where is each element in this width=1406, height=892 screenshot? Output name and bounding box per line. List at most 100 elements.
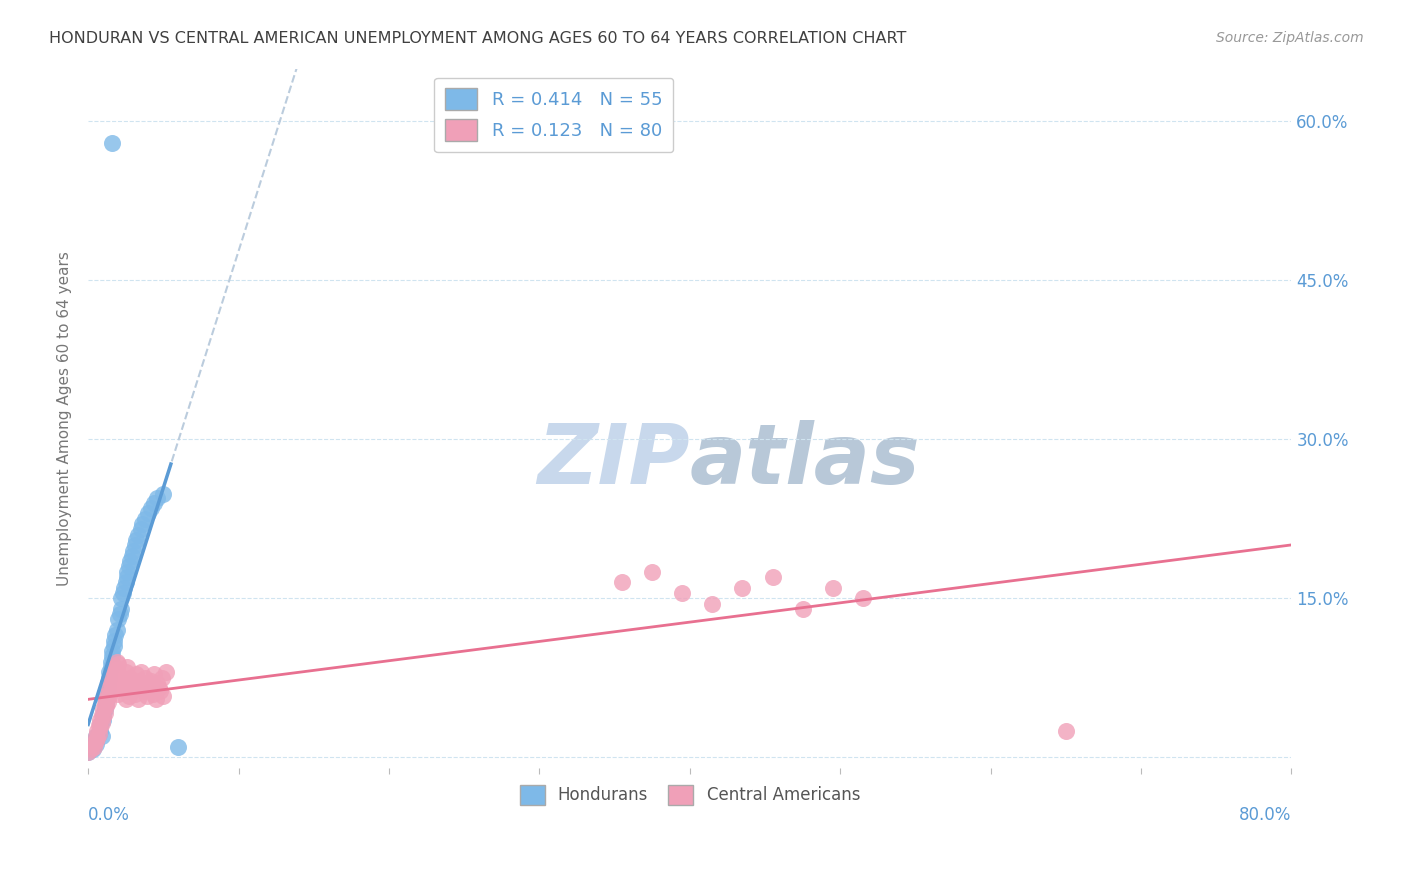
Point	[87, 718, 110, 732]
Point	[792, 602, 814, 616]
Point	[103, 633, 125, 648]
Y-axis label: Unemployment Among Ages 60 to 64 years: Unemployment Among Ages 60 to 64 years	[58, 251, 72, 585]
Point	[111, 586, 134, 600]
Point	[91, 707, 114, 722]
Point	[114, 665, 136, 680]
Point	[118, 689, 141, 703]
Point	[124, 687, 146, 701]
Point	[98, 689, 121, 703]
Point	[167, 739, 190, 754]
Point	[131, 678, 153, 692]
Point	[125, 667, 148, 681]
Point	[91, 702, 114, 716]
Point	[110, 591, 132, 606]
Point	[136, 676, 159, 690]
Point	[84, 729, 107, 743]
Point	[93, 702, 115, 716]
Text: ZIP: ZIP	[537, 419, 690, 500]
Text: Source: ZipAtlas.com: Source: ZipAtlas.com	[1216, 31, 1364, 45]
Point	[146, 491, 169, 505]
Point	[89, 721, 111, 735]
Point	[152, 487, 174, 501]
Point	[141, 673, 163, 688]
Point	[107, 687, 129, 701]
Point	[121, 549, 143, 563]
Point	[104, 628, 127, 642]
Point	[107, 612, 129, 626]
Point	[149, 684, 172, 698]
Point	[114, 691, 136, 706]
Point	[93, 706, 115, 720]
Point	[146, 676, 169, 690]
Point	[131, 516, 153, 531]
Point	[761, 570, 783, 584]
Point	[124, 538, 146, 552]
Point	[610, 575, 633, 590]
Point	[97, 676, 120, 690]
Point	[731, 581, 754, 595]
Point	[125, 533, 148, 547]
Point	[89, 723, 111, 738]
Point	[127, 691, 149, 706]
Point	[98, 665, 121, 680]
Point	[148, 681, 170, 696]
Point	[108, 676, 131, 690]
Point	[90, 729, 112, 743]
Point	[702, 597, 724, 611]
Text: atlas: atlas	[690, 419, 921, 500]
Point	[117, 684, 139, 698]
Point	[84, 729, 107, 743]
Point	[80, 741, 103, 756]
Point	[112, 581, 135, 595]
Point	[101, 678, 124, 692]
Point	[87, 727, 110, 741]
Point	[110, 681, 132, 696]
Point	[103, 673, 125, 688]
Text: HONDURAN VS CENTRAL AMERICAN UNEMPLOYMENT AMONG AGES 60 TO 64 YEARS CORRELATION : HONDURAN VS CENTRAL AMERICAN UNEMPLOYMEN…	[49, 31, 907, 46]
Point	[112, 673, 135, 688]
Point	[114, 575, 136, 590]
Point	[110, 602, 132, 616]
Point	[100, 676, 122, 690]
Point	[821, 581, 844, 595]
Point	[93, 691, 115, 706]
Point	[104, 660, 127, 674]
Point	[83, 734, 105, 748]
Point	[105, 655, 128, 669]
Point	[141, 501, 163, 516]
Point	[145, 691, 167, 706]
Point	[117, 565, 139, 579]
Point	[132, 684, 155, 698]
Point	[122, 543, 145, 558]
Point	[82, 738, 104, 752]
Point	[135, 689, 157, 703]
Point	[93, 697, 115, 711]
Point	[129, 522, 152, 536]
Point	[77, 745, 100, 759]
Point	[100, 655, 122, 669]
Point	[108, 607, 131, 621]
Legend: Hondurans, Central Americans: Hondurans, Central Americans	[513, 778, 866, 812]
Point	[117, 660, 139, 674]
Point	[96, 697, 118, 711]
Point	[139, 681, 162, 696]
Point	[129, 665, 152, 680]
Point	[105, 663, 128, 677]
Point	[101, 649, 124, 664]
Point	[150, 671, 173, 685]
Text: 0.0%: 0.0%	[89, 806, 129, 824]
Point	[89, 713, 111, 727]
Point	[97, 687, 120, 701]
Point	[80, 739, 103, 754]
Point	[110, 671, 132, 685]
Point	[86, 731, 108, 745]
Point	[83, 739, 105, 754]
Point	[107, 657, 129, 671]
Point	[128, 673, 150, 688]
Point	[96, 699, 118, 714]
Point	[105, 623, 128, 637]
Point	[136, 507, 159, 521]
Point	[98, 671, 121, 685]
Point	[103, 639, 125, 653]
Point	[1054, 723, 1077, 738]
